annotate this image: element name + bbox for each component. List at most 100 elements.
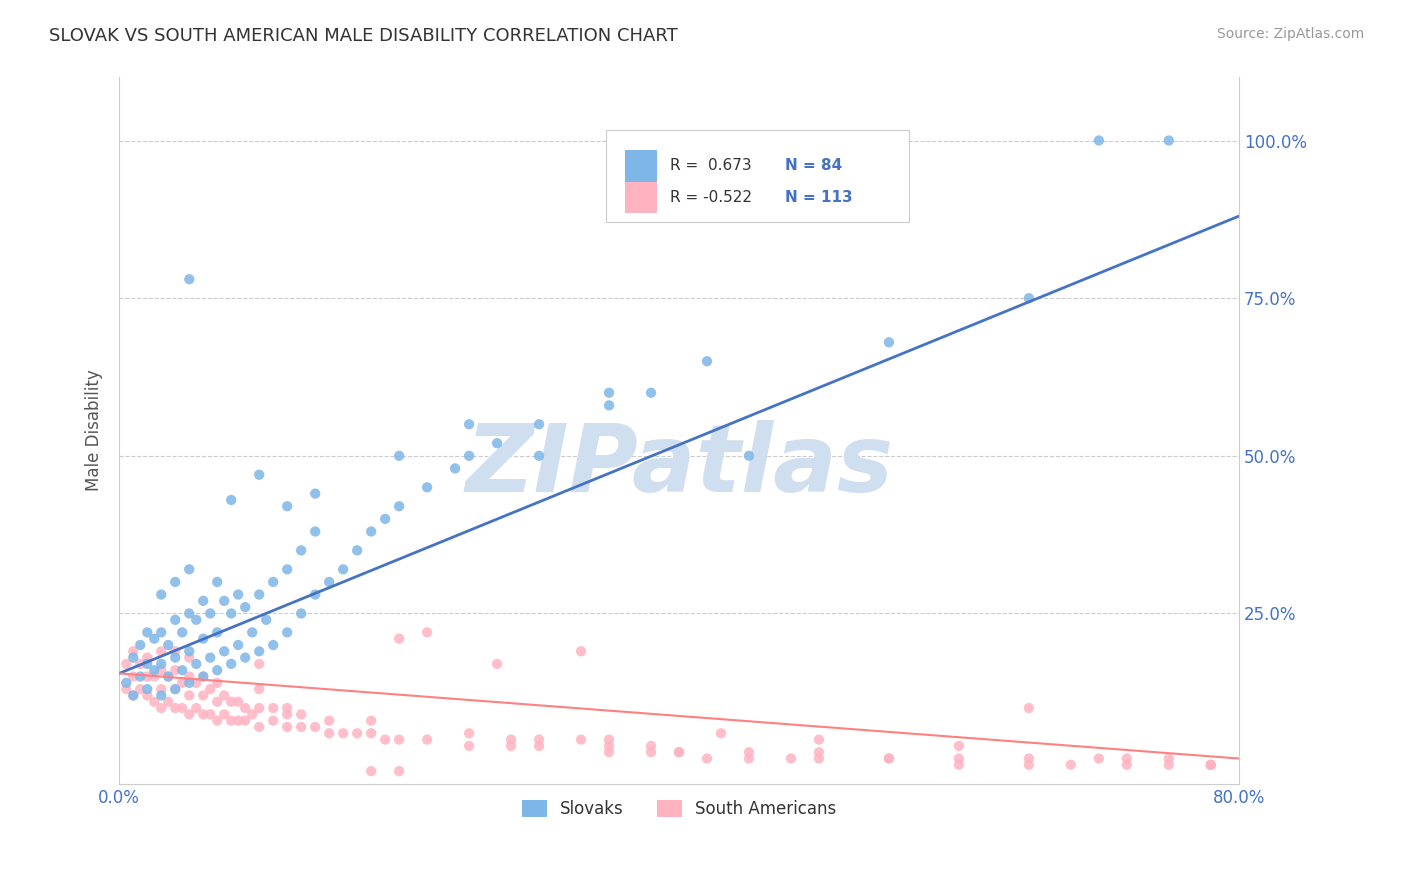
Point: [200, 650, 222, 665]
Point: [640, 385, 662, 400]
Point: [346, 726, 368, 740]
Point: [262, 701, 284, 715]
Point: [193, 594, 215, 608]
Point: [193, 689, 215, 703]
Text: ZIPatlas: ZIPatlas: [465, 420, 893, 512]
Point: [233, 714, 256, 728]
Point: [136, 657, 159, 671]
Point: [122, 644, 145, 658]
Point: [276, 720, 298, 734]
Point: [179, 562, 201, 576]
Point: [212, 594, 235, 608]
Point: [696, 751, 718, 765]
Point: [172, 625, 194, 640]
Point: [157, 638, 180, 652]
Point: [1018, 701, 1040, 715]
Point: [1199, 757, 1222, 772]
Point: [807, 751, 830, 765]
Point: [1199, 757, 1222, 772]
Point: [207, 574, 229, 589]
Point: [948, 739, 970, 753]
Point: [360, 764, 382, 778]
Point: [332, 562, 354, 576]
Point: [807, 745, 830, 759]
Point: [115, 657, 138, 671]
Point: [598, 732, 620, 747]
Point: [150, 657, 173, 671]
Point: [1088, 751, 1111, 765]
Point: [240, 625, 263, 640]
Text: R =  0.673: R = 0.673: [671, 158, 752, 173]
Point: [219, 657, 242, 671]
Point: [374, 512, 396, 526]
Point: [247, 467, 270, 482]
Point: [332, 726, 354, 740]
Point: [240, 707, 263, 722]
Point: [640, 739, 662, 753]
Point: [179, 272, 201, 286]
Point: [172, 663, 194, 677]
Point: [254, 613, 277, 627]
Point: [150, 588, 173, 602]
Point: [212, 689, 235, 703]
Point: [388, 449, 411, 463]
Point: [129, 657, 152, 671]
Point: [501, 739, 523, 753]
Point: [219, 714, 242, 728]
Point: [122, 689, 145, 703]
Point: [527, 417, 550, 432]
Point: [179, 707, 201, 722]
Point: [165, 650, 187, 665]
Point: [807, 732, 830, 747]
Point: [738, 745, 761, 759]
Point: [738, 751, 761, 765]
Point: [486, 436, 509, 450]
Point: [129, 682, 152, 697]
Point: [212, 707, 235, 722]
Point: [569, 732, 592, 747]
Point: [738, 449, 761, 463]
Point: [1157, 134, 1180, 148]
Point: [290, 543, 312, 558]
Point: [200, 607, 222, 621]
Point: [486, 657, 509, 671]
Text: SLOVAK VS SOUTH AMERICAN MALE DISABILITY CORRELATION CHART: SLOVAK VS SOUTH AMERICAN MALE DISABILITY…: [49, 27, 678, 45]
Point: [877, 751, 900, 765]
Point: [150, 663, 173, 677]
Point: [200, 682, 222, 697]
FancyBboxPatch shape: [626, 182, 657, 213]
Legend: Slovaks, South Americans: Slovaks, South Americans: [515, 793, 844, 825]
Point: [318, 726, 340, 740]
Point: [193, 707, 215, 722]
Point: [219, 695, 242, 709]
Point: [115, 676, 138, 690]
Point: [374, 732, 396, 747]
Point: [668, 745, 690, 759]
Point: [598, 739, 620, 753]
Point: [233, 600, 256, 615]
Point: [276, 625, 298, 640]
Point: [129, 638, 152, 652]
Point: [780, 751, 803, 765]
Point: [668, 745, 690, 759]
Y-axis label: Male Disability: Male Disability: [86, 369, 103, 491]
FancyBboxPatch shape: [626, 150, 657, 182]
Point: [304, 486, 326, 500]
Point: [219, 492, 242, 507]
Point: [150, 701, 173, 715]
Point: [233, 701, 256, 715]
Point: [262, 714, 284, 728]
Point: [262, 574, 284, 589]
Point: [193, 632, 215, 646]
Point: [179, 644, 201, 658]
Text: R = -0.522: R = -0.522: [671, 190, 752, 205]
Point: [877, 751, 900, 765]
Point: [247, 682, 270, 697]
Point: [186, 613, 208, 627]
Point: [458, 726, 481, 740]
Point: [304, 720, 326, 734]
Point: [165, 682, 187, 697]
Text: Source: ZipAtlas.com: Source: ZipAtlas.com: [1216, 27, 1364, 41]
Point: [233, 650, 256, 665]
Point: [165, 663, 187, 677]
